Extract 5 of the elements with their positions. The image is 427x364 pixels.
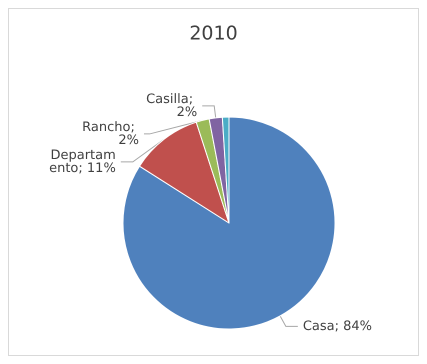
chart-title: 2010 [189, 22, 238, 44]
data-label: Departamento; 11% [49, 148, 116, 176]
data-label: Casilla; 2% [146, 92, 198, 120]
data-label: Casa; 84% [302, 318, 372, 334]
data-label: Rancho; 2% [82, 120, 139, 148]
